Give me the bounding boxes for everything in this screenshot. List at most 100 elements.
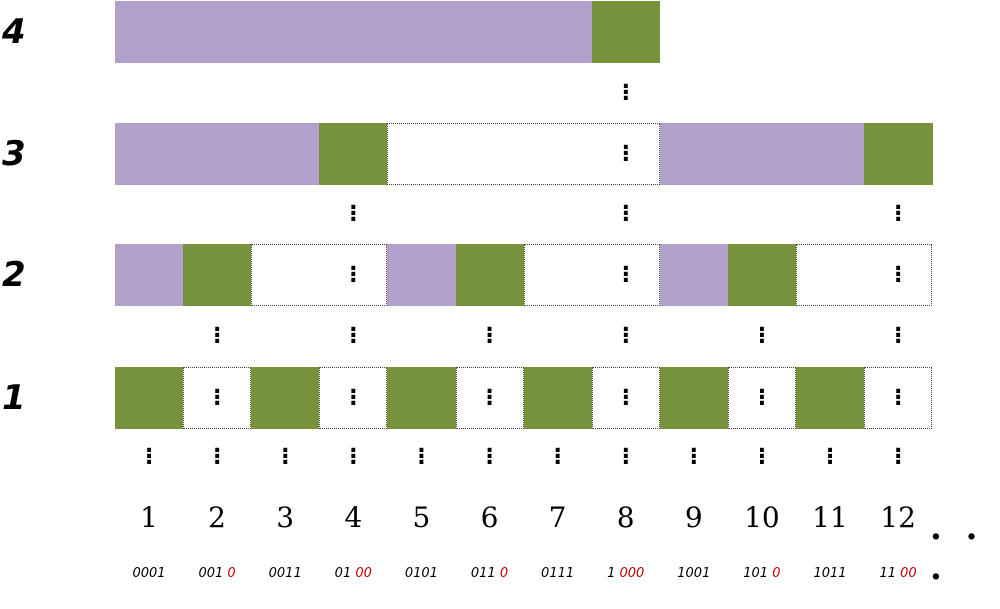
level-2-cell-6: [455, 244, 525, 306]
index-number-4: 4: [344, 501, 363, 534]
level-1-empty-block-4: [591, 367, 660, 429]
level-2-cell-2: [183, 244, 252, 306]
binary-prefix: 011: [470, 566, 500, 581]
level-2-inner-dots-3: ...: [893, 251, 903, 288]
level-2-cell-5: [387, 244, 456, 306]
level-3-cell-10: [727, 123, 797, 185]
level-1-cell-7: [523, 367, 593, 429]
level-1-cell-3: [251, 367, 320, 429]
binary-prefix: 0001: [132, 566, 166, 581]
binary-trailing-zeros: 00: [355, 566, 372, 581]
level-4-cell-6: [455, 1, 525, 63]
level-1-cell-1: [115, 367, 184, 429]
dots-below-level-1-9: ...: [689, 433, 699, 470]
level-label-3: 3: [2, 134, 26, 174]
level-4-cell-3: [251, 1, 320, 63]
index-number-12: 12: [880, 501, 916, 534]
dots-between-2-3-col-12: ...: [893, 190, 903, 227]
level-1-empty-block-1: [183, 367, 252, 429]
index-number-10: 10: [744, 501, 780, 534]
binary-trailing-zeros: 0: [499, 566, 509, 581]
binary-prefix: 001: [198, 566, 228, 581]
level-3-inner-dots-1: ...: [621, 130, 630, 167]
level-label-1: 1: [2, 378, 26, 418]
level-2-cell-10: [727, 244, 797, 306]
dots-below-level-1-1: ...: [144, 433, 154, 470]
binary-label-11: 1011: [796, 566, 864, 582]
dots-below-level-1-10: ...: [757, 433, 767, 470]
level-3-empty-block-1: [387, 123, 660, 185]
binary-label-12: 11 00: [864, 566, 932, 582]
binary-label-9: 1001: [660, 566, 728, 582]
binary-prefix: 1001: [677, 566, 711, 581]
binary-label-2: 001 0: [183, 566, 251, 582]
level-1-cell-9: [659, 367, 729, 429]
dots-between-1-2-col-6: ...: [485, 312, 494, 349]
level-2-empty-block-2: [523, 244, 660, 306]
dots-between-1-2-col-2: ...: [212, 312, 222, 349]
binary-prefix: 11: [879, 566, 901, 581]
index-number-11: 11: [812, 501, 848, 534]
binary-trailing-zeros: 0: [772, 566, 781, 581]
binary-label-7: 0111: [524, 566, 592, 582]
level-4-cell-7: [523, 1, 593, 63]
dots-between-1-2-col-10: ...: [757, 312, 767, 349]
level-3-cell-1: [115, 123, 184, 185]
index-number-6: 6: [480, 501, 499, 534]
binary-label-3: 0011: [251, 566, 319, 582]
binary-prefix: 1: [607, 566, 620, 581]
level-1-empty-block-3: [455, 367, 524, 429]
index-number-9: 9: [684, 501, 703, 534]
index-number-8: 8: [616, 501, 635, 534]
level-1-inner-dots-1: ...: [212, 374, 222, 411]
dots-between-1-2-col-8: ...: [621, 312, 630, 349]
level-3-cell-11: [796, 123, 865, 185]
dots-between-3-4-col-8: ...: [621, 69, 630, 106]
level-4-cell-4: [319, 1, 388, 63]
level-3-cell-2: [183, 123, 252, 185]
level-1-inner-dots-2: ...: [349, 374, 358, 411]
level-2-empty-block-1: [251, 244, 388, 306]
level-label-4: 4: [2, 12, 26, 52]
level-2-cell-1: [115, 244, 184, 306]
level-4-cell-5: [387, 1, 456, 63]
level-1-empty-block-6: [864, 367, 933, 429]
index-number-7: 7: [548, 501, 567, 534]
dots-below-level-1-12: ...: [893, 433, 903, 470]
binary-prefix: 01: [334, 566, 356, 581]
binary-prefix: 0101: [404, 566, 438, 581]
level-1-cell-11: [796, 367, 865, 429]
dots-between-2-3-col-8: ...: [621, 190, 630, 227]
level-2-inner-dots-1: ...: [349, 251, 358, 288]
binary-prefix: 0011: [268, 566, 302, 581]
level-3-cell-9: [659, 123, 729, 185]
level-1-inner-dots-4: ...: [621, 374, 630, 411]
binary-label-8: 1 000: [592, 566, 660, 582]
level-4-cell-1: [115, 1, 184, 63]
dots-below-level-1-7: ...: [553, 433, 562, 470]
binary-trailing-zeros: 000: [619, 566, 645, 581]
dots-below-level-1-3: ...: [281, 433, 290, 470]
level-1-inner-dots-3: ...: [485, 374, 494, 411]
binary-prefix: 101: [743, 566, 773, 581]
level-1-cell-5: [387, 367, 456, 429]
binary-label-5: 0101: [387, 566, 455, 582]
dots-below-level-1-8: ...: [621, 433, 630, 470]
binary-trailing-zeros: 00: [900, 566, 917, 581]
binary-label-1: 0001: [115, 566, 183, 582]
dots-below-level-1-4: ...: [349, 433, 358, 470]
binary-label-10: 101 0: [728, 566, 796, 582]
dots-below-level-1-6: ...: [485, 433, 494, 470]
dots-below-level-1-11: ...: [825, 433, 835, 470]
continuation-ellipsis: . . .: [930, 508, 984, 588]
binary-trailing-zeros: 0: [227, 566, 236, 581]
level-1-inner-dots-5: ...: [757, 374, 767, 411]
dots-between-1-2-col-12: ...: [893, 312, 903, 349]
dots-below-level-1-2: ...: [212, 433, 222, 470]
index-number-2: 2: [208, 501, 226, 534]
level-1-inner-dots-6: ...: [893, 374, 903, 411]
index-number-5: 5: [412, 501, 431, 534]
level-2-inner-dots-2: ...: [621, 251, 630, 288]
binary-prefix: 0111: [541, 566, 575, 581]
